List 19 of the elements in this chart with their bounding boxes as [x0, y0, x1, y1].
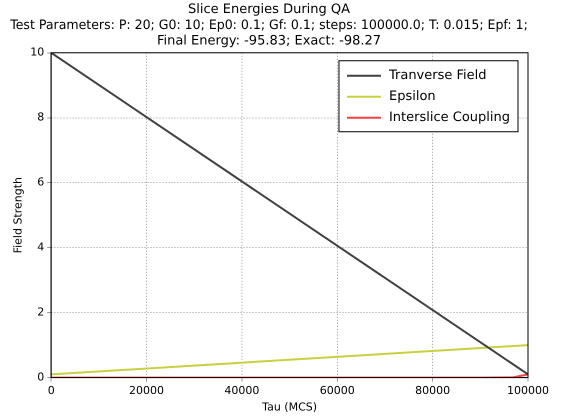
x-tick-label: 20000 [129, 384, 164, 398]
y-axis-title: Field Strength [11, 176, 24, 254]
legend-label: Tranverse Field [388, 68, 487, 84]
x-axis-title: Tau (MCS) [261, 400, 318, 414]
x-tick-label: 0 [48, 384, 55, 398]
legend-label: Interslice Coupling [388, 110, 510, 126]
legend-label: Epsilon [388, 89, 436, 104]
y-tick-label: 8 [37, 110, 44, 124]
y-tick-label: 10 [30, 46, 44, 59]
y-tick-label: 6 [37, 176, 44, 189]
y-tick-label: 2 [37, 306, 44, 318]
chart-title: Slice Energies During QA [188, 2, 350, 18]
x-tick-label: 80000 [415, 384, 450, 398]
x-tick-label: 100000 [507, 384, 549, 398]
y-tick-label: 4 [37, 240, 44, 254]
x-tick-label: 40000 [224, 384, 260, 398]
y-tick-label: 0 [37, 370, 44, 384]
chart-subtitle: Test Parameters: P: 20; G0: 10; Ep0: 0.1; Gf: 0.1; steps: 100000.0; T: 0.015; Epf: 1; Final Energy: -95.83; Exact: -98.27 [9, 18, 528, 48]
x-tick-label: 60000 [320, 384, 355, 398]
